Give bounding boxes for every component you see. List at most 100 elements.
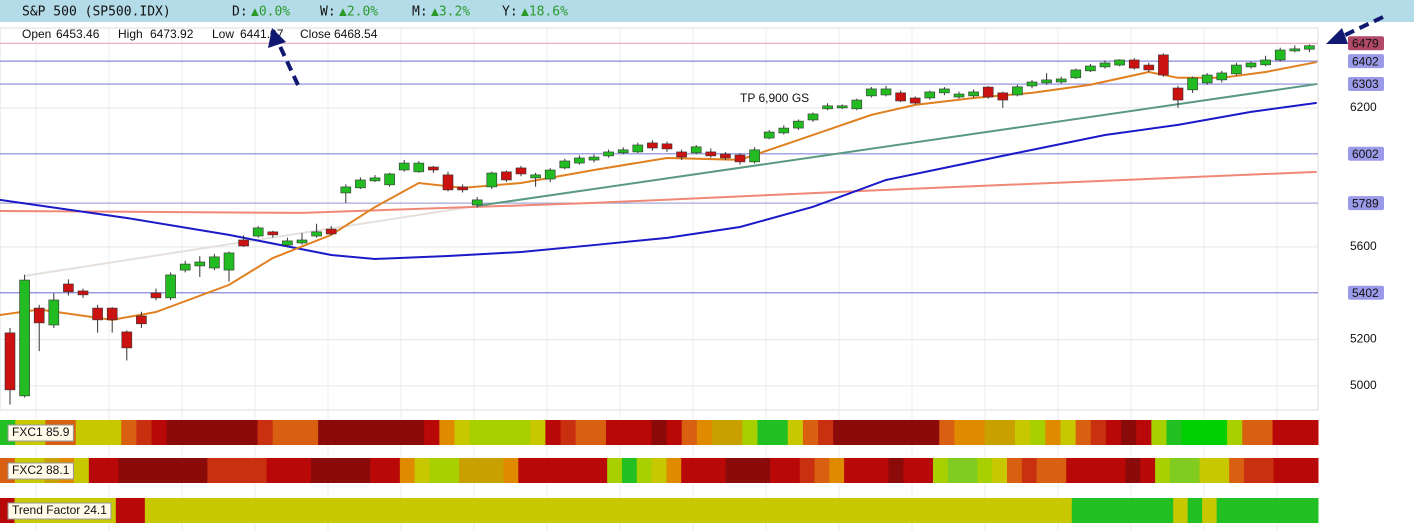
candle-body bbox=[632, 144, 644, 153]
strip-cell bbox=[246, 498, 262, 523]
candle-body bbox=[909, 97, 921, 104]
strip-cell bbox=[1071, 498, 1087, 523]
strip-cell bbox=[340, 458, 356, 483]
strip-cell bbox=[1199, 458, 1215, 483]
strip-cell bbox=[348, 420, 365, 445]
strip-cell bbox=[535, 498, 551, 523]
candle-body bbox=[1128, 59, 1140, 69]
strip-cell bbox=[173, 498, 189, 523]
indicator-line bbox=[24, 204, 478, 277]
candle-body bbox=[179, 263, 191, 271]
strip-cell bbox=[318, 498, 334, 523]
strip-cell bbox=[984, 498, 1000, 523]
strip-cell bbox=[562, 458, 579, 483]
strip-cell bbox=[897, 498, 913, 523]
strip-cell bbox=[1287, 420, 1304, 445]
strip-cell bbox=[463, 498, 479, 523]
strip-cell bbox=[1086, 498, 1102, 523]
strip-cell bbox=[1100, 498, 1116, 523]
strip-cell bbox=[1214, 458, 1230, 483]
strip-cell bbox=[439, 420, 455, 445]
candle-body bbox=[384, 173, 395, 186]
candle-body bbox=[194, 261, 206, 267]
strip-cell bbox=[1229, 458, 1245, 483]
strip-cell bbox=[577, 458, 593, 483]
strip-cell bbox=[75, 420, 92, 445]
strip-cell bbox=[370, 458, 386, 483]
ohlc-value: 6468.54 bbox=[334, 27, 378, 41]
strip-cell bbox=[787, 420, 804, 445]
strip-cell bbox=[1030, 420, 1046, 445]
ohlc-label: Close bbox=[300, 27, 331, 41]
strip-cell bbox=[302, 420, 319, 445]
candle-body bbox=[953, 93, 965, 98]
strip-cell bbox=[1274, 498, 1290, 523]
plot-frame bbox=[0, 27, 1319, 411]
strip-label-bg bbox=[7, 462, 74, 480]
strip-cell bbox=[941, 498, 957, 523]
strip-cell bbox=[829, 458, 845, 483]
change-label: W: bbox=[320, 5, 336, 20]
strip-cell bbox=[1151, 420, 1168, 445]
strip-cell bbox=[742, 420, 758, 445]
strip-cell bbox=[1258, 458, 1275, 483]
candle-body bbox=[968, 91, 979, 97]
candle-body bbox=[647, 142, 658, 149]
candle-body bbox=[63, 283, 74, 293]
strip-cell bbox=[385, 458, 401, 483]
strip-cell bbox=[802, 420, 819, 445]
strip-cell bbox=[296, 458, 312, 483]
strip-cell bbox=[473, 458, 490, 483]
candle-body bbox=[749, 149, 760, 163]
strip-cell bbox=[1042, 498, 1058, 523]
strip-cell bbox=[533, 458, 549, 483]
strip-cell bbox=[621, 420, 637, 445]
strip-cell bbox=[753, 498, 769, 523]
candle-body bbox=[1041, 79, 1052, 84]
strip-cell bbox=[1081, 458, 1097, 483]
candle-body bbox=[705, 151, 717, 157]
ohlc-label: High bbox=[118, 27, 143, 41]
strip-cell bbox=[1231, 498, 1247, 523]
candle-body bbox=[136, 315, 147, 325]
strip-cell bbox=[560, 420, 577, 445]
level-tag bbox=[1348, 77, 1384, 92]
strip-cell bbox=[1303, 498, 1319, 523]
strip-cell bbox=[227, 420, 243, 445]
candle-body bbox=[1012, 86, 1023, 96]
strip-cell bbox=[162, 458, 179, 483]
strip-cell bbox=[151, 420, 168, 445]
strip-cell bbox=[257, 420, 274, 445]
candle-body bbox=[501, 171, 512, 181]
strip-cell bbox=[1090, 420, 1107, 445]
strip-cell bbox=[782, 498, 798, 523]
y-tick-label: 5600 bbox=[1350, 239, 1377, 253]
strip-cell bbox=[545, 420, 562, 445]
strip-cell bbox=[955, 498, 971, 523]
candle-body bbox=[33, 307, 45, 324]
strip-cell bbox=[1173, 498, 1189, 523]
candle-body bbox=[880, 88, 892, 96]
strip-cell bbox=[1303, 458, 1319, 483]
strip-cell bbox=[666, 458, 682, 483]
strip-cell bbox=[696, 458, 712, 483]
strip-cell bbox=[488, 458, 505, 483]
strip-cell bbox=[592, 458, 608, 483]
strip-label: Trend Factor 24.1 bbox=[12, 503, 107, 517]
strip-cell bbox=[1115, 498, 1131, 523]
change-value: ▲3.2% bbox=[431, 5, 470, 20]
candle-body bbox=[1231, 64, 1242, 75]
strip-cell bbox=[1129, 498, 1145, 523]
strip-cell bbox=[939, 420, 955, 445]
candle-body bbox=[442, 174, 454, 191]
candle-body bbox=[398, 162, 410, 171]
candle-body bbox=[267, 231, 279, 236]
strip-cell bbox=[962, 458, 978, 483]
strip-cell bbox=[1007, 458, 1023, 483]
candle-body bbox=[457, 186, 468, 191]
candle-body bbox=[325, 228, 337, 235]
candle-body bbox=[617, 149, 629, 154]
strip-cell bbox=[236, 458, 253, 483]
strip-cell bbox=[912, 498, 928, 523]
strip-cell bbox=[547, 458, 564, 483]
